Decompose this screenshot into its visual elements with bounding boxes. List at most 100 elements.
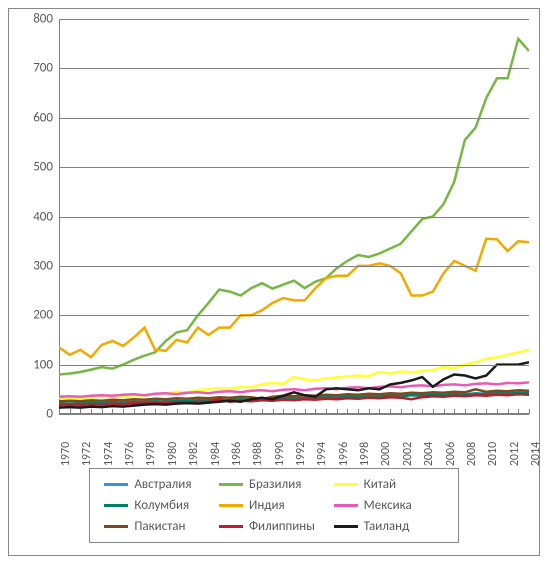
x-tick-label: 2004 [422,442,436,466]
x-tick-label: 1972 [80,442,94,466]
x-tick [529,409,530,414]
series-brazil [59,39,529,375]
y-gridline [59,365,529,366]
y-tick-label: 400 [17,209,53,224]
x-tick-label: 1998 [358,442,372,466]
x-tick [198,409,199,414]
x-tick-label: 2008 [465,442,479,466]
legend-label: Китай [364,477,396,492]
x-tick [369,409,370,414]
x-tick [315,409,316,414]
x-tick [444,409,445,414]
x-tick [230,409,231,414]
y-gridline [59,315,529,316]
y-tick-label: 500 [17,160,53,175]
x-tick-label: 1992 [294,442,308,466]
x-tick-label: 2012 [508,442,522,466]
x-tick [177,409,178,414]
legend-item-pakistan: Пакистан [104,519,214,534]
legend-swatch [334,504,358,507]
x-tick [251,409,252,414]
x-tick [123,409,124,414]
legend-label: Таиланд [364,519,410,534]
y-tick-label: 800 [17,12,53,27]
x-tick [219,409,220,414]
legend-swatch [219,483,243,486]
x-tick [465,409,466,414]
x-tick [412,409,413,414]
x-tick [283,409,284,414]
legend-swatch [219,525,243,528]
x-tick-label: 1984 [209,442,223,466]
legend-label: Австралия [134,477,191,492]
x-tick [134,409,135,414]
legend-swatch [334,525,358,528]
legend-label: Бразилия [249,477,301,492]
line-chart: 0100200300400500600700800 19701972197419… [8,8,540,556]
x-tick [337,409,338,414]
y-gridline [59,217,529,218]
x-tick [508,409,509,414]
y-tick-label: 0 [17,407,53,422]
x-tick [497,409,498,414]
x-tick-label: 2014 [529,442,543,466]
y-tick-label: 700 [17,61,53,76]
x-tick [347,409,348,414]
x-tick [144,409,145,414]
legend-swatch [104,483,128,486]
y-tick-label: 100 [17,357,53,372]
y-gridline [59,68,529,69]
x-tick [518,409,519,414]
x-tick [390,409,391,414]
x-tick-label: 1976 [123,442,137,466]
legend-item-india: Индия [219,498,329,513]
legend-swatch [334,483,358,486]
x-tick [358,409,359,414]
x-tick-label: 2002 [401,442,415,466]
y-tick-label: 300 [17,258,53,273]
legend: Австралия Бразилия Китай Колумбия Индия Мекси… [89,468,459,543]
x-tick [187,409,188,414]
x-tick-label: 1970 [59,442,73,466]
x-tick [262,409,263,414]
x-tick [70,409,71,414]
legend-swatch [104,504,128,507]
x-tick [433,409,434,414]
legend-label: Индия [249,498,285,513]
x-tick-label: 2006 [444,442,458,466]
legend-item-thailand: Таиланд [334,519,444,534]
x-tick [112,409,113,414]
x-tick [401,409,402,414]
x-tick-label: 1982 [187,442,201,466]
x-axis-labels: 1970197219741976197819801982198419861988… [59,418,529,458]
series-india [59,239,529,358]
x-tick [476,409,477,414]
x-tick [326,409,327,414]
x-tick-label: 1974 [102,442,116,466]
x-tick [454,409,455,414]
legend-label: Колумбия [134,498,189,513]
legend-swatch [219,504,243,507]
x-tick [91,409,92,414]
x-tick [80,409,81,414]
plot-area: 0100200300400500600700800 [59,19,529,414]
y-gridline [59,19,529,20]
y-gridline [59,167,529,168]
x-tick [305,409,306,414]
x-tick-label: 1978 [144,442,158,466]
x-tick-label: 1990 [273,442,287,466]
legend-swatch [104,525,128,528]
x-tick [59,409,60,414]
legend-label: Филиппины [249,519,315,534]
legend-label: Пакистан [134,519,185,534]
x-tick [209,409,210,414]
x-tick [155,409,156,414]
legend-item-mexico: Мексика [334,498,444,513]
legend-item-brazil: Бразилия [219,477,329,492]
x-tick-label: 1980 [166,442,180,466]
x-tick [241,409,242,414]
y-gridline [59,266,529,267]
x-tick [379,409,380,414]
x-tick [273,409,274,414]
y-gridline [59,414,529,415]
